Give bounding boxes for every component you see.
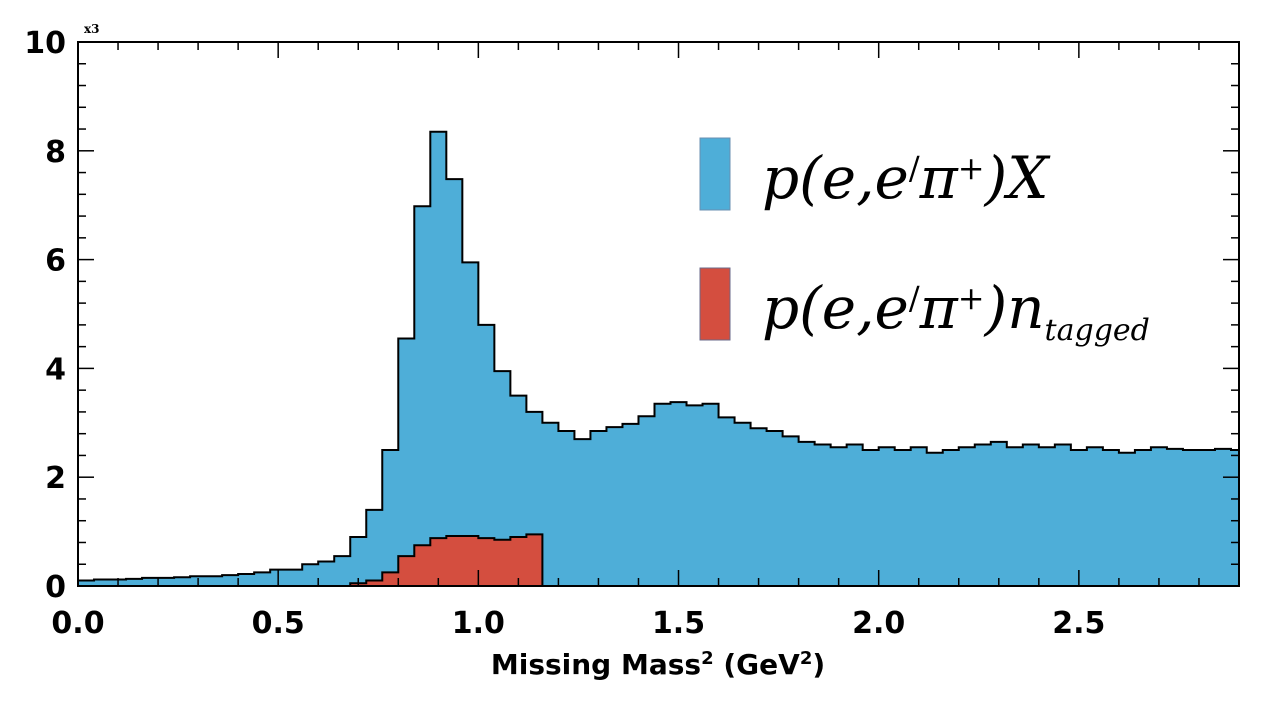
y-tick-label: 0 [45, 570, 66, 605]
legend-label-inclusive: p(e,e/π+)X [762, 144, 1051, 212]
y-tick-label: 10 [24, 26, 66, 61]
x-tick-label: 2.0 [852, 606, 905, 641]
legend-swatch-red [699, 267, 731, 341]
histogram-outline-inclusive [77, 130, 1239, 586]
x-tick-label: 1.5 [652, 606, 705, 641]
y-tick-label: 8 [45, 135, 66, 170]
legend-entry-tagged: p(e,e/π+)ntagged [699, 267, 1150, 348]
plot-frame [77, 41, 1240, 587]
y-multiplier-label: x3 [84, 22, 100, 36]
legend-label-tagged: p(e,e/π+)ntagged [762, 274, 1150, 348]
x-tick-label: 0.0 [51, 606, 104, 641]
legend-swatch-blue [699, 137, 731, 211]
histogram-fills [78, 131, 1239, 586]
legend-entry-inclusive: p(e,e/π+)X [699, 137, 1051, 212]
tick-labels: 0.0 0.5 1.0 1.5 2.0 2.5 0 2 4 6 8 10 [24, 26, 1105, 641]
axis-ticks [77, 41, 1240, 587]
histogram-outlines [77, 130, 1239, 586]
x-tick-label: 0.5 [252, 606, 305, 641]
x-tick-label: 1.0 [452, 606, 505, 641]
legend: p(e,e/π+)X p(e,e/π+)ntagged [699, 137, 1150, 348]
histogram-fill-inclusive [78, 131, 1239, 586]
histogram-outline-tagged [349, 533, 544, 586]
y-tick-label: 6 [45, 244, 66, 279]
x-tick-label: 2.5 [1052, 606, 1105, 641]
x-axis-title: Missing Mass2 (GeV2) [491, 648, 825, 682]
y-tick-label: 2 [45, 461, 66, 496]
y-tick-label: 4 [45, 352, 66, 387]
